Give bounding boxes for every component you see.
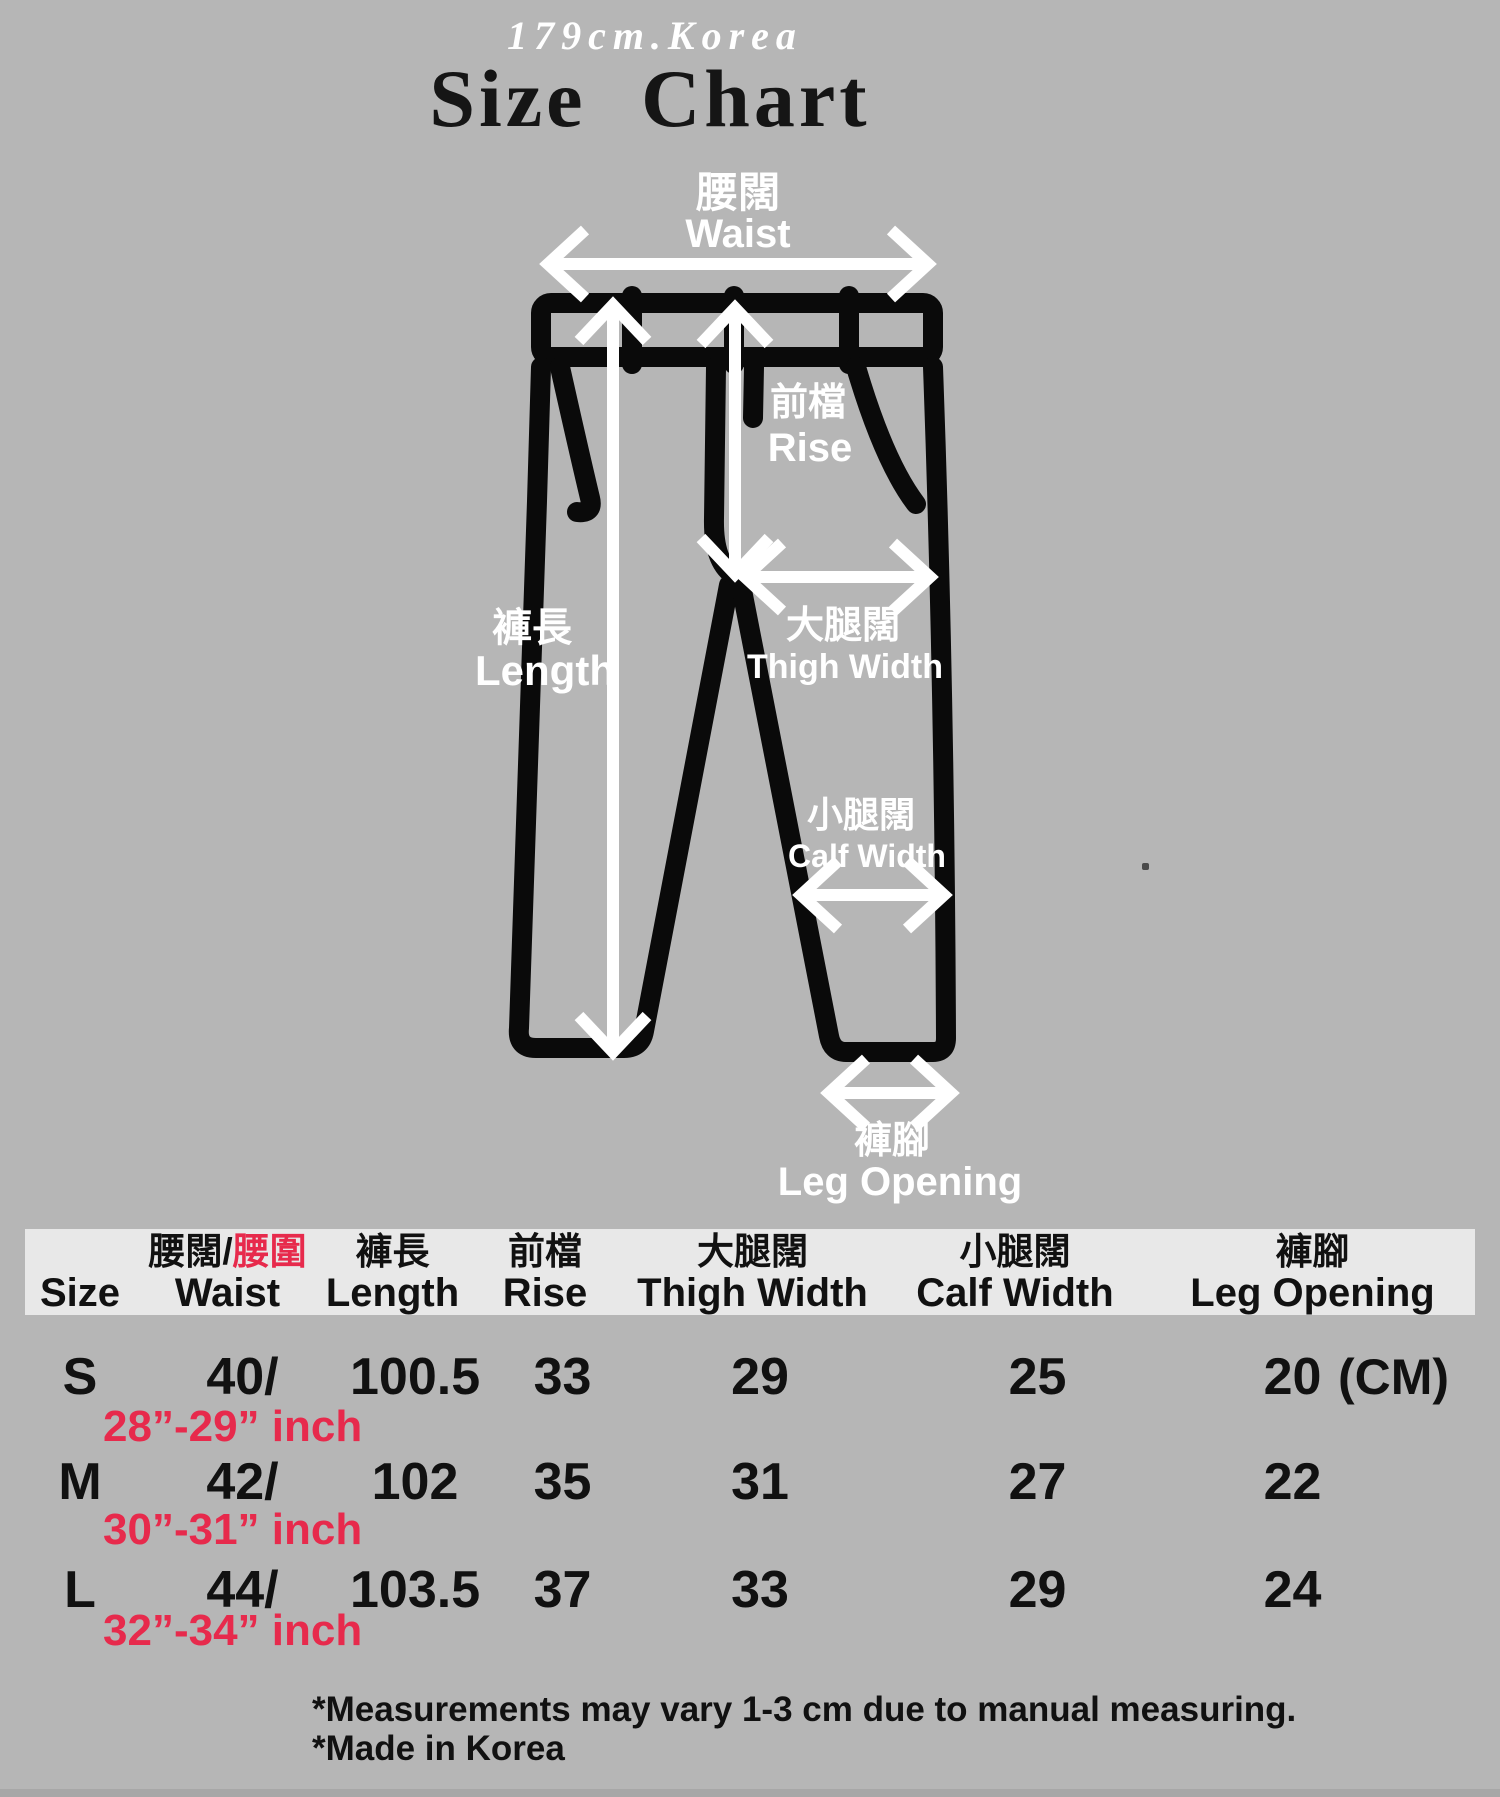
calf-width-arrow [792,856,953,934]
col-header-thigh: 大腿闊 Thigh Width [637,1230,868,1315]
length-value: 102 [371,1453,459,1511]
col-header-rise: 前檔 Rise [502,1230,588,1315]
thigh-width-arrow [736,538,939,616]
footnote-origin: *Made in Korea [312,1729,565,1768]
footnotes: *Measurements may vary 1-3 cm due to man… [312,1690,1296,1768]
calf-value: 27 [1008,1453,1067,1511]
size-value: L [64,1561,96,1619]
rise-value: 35 [533,1453,592,1511]
leg-opening-label-zh: 褲腳 [853,1120,931,1162]
rise-value: 33 [533,1348,592,1406]
size-value: M [58,1453,102,1511]
rise-value: 37 [533,1561,592,1619]
size-value: S [62,1348,98,1406]
calf-value: 29 [1008,1561,1067,1619]
waist-alt-zh: 腰圍 [232,1230,307,1272]
table-row-l: L 44/ 103.5 37 33 29 24 [25,1555,1385,1625]
unit-note: (CM) [1338,1349,1450,1405]
thigh-value: 29 [731,1348,789,1406]
table-row-s: S 40/ 100.5 33 29 25 20 [25,1342,1385,1412]
leg-opening-arrow [820,1054,960,1132]
footnote-measurements: *Measurements may vary 1-3 cm due to man… [312,1690,1297,1729]
stray-dot [1142,863,1149,870]
rise-label-en: Rise [767,426,853,470]
leg-opening-value: 24 [1263,1561,1322,1619]
calf-value: 25 [1008,1348,1067,1406]
leg-opening-value: 22 [1263,1453,1322,1511]
page-title: Size Chart [429,53,871,144]
leg-opening-label-en: Leg Opening [777,1160,1023,1204]
waist-value: 42/ [206,1453,279,1511]
col-header-leg-opening: 褲腳 Leg Opening [1190,1230,1435,1315]
calf-label-zh: 小腿闊 [806,794,916,835]
col-header-length: 褲長 Length [325,1230,460,1315]
waist-inch-range-m: 30”-31” inch [103,1505,363,1554]
col-header-size: Size [39,1270,121,1315]
waist-arrow [539,225,937,303]
length-arrow [574,296,652,1061]
table-row-m: M 42/ 102 35 31 27 22 [25,1447,1385,1517]
waist-inch-range-s: 28”-29” inch [103,1402,363,1451]
length-value: 100.5 [350,1348,481,1406]
bottom-edge-strip [0,1789,1500,1797]
thigh-value: 31 [731,1453,789,1511]
thigh-label-en: Thigh Width [746,648,944,686]
length-value: 103.5 [350,1561,481,1619]
brand-name: 179cm.Korea [507,13,803,58]
size-table-header: Size 腰闊/腰圍 Waist 褲長 Length 前檔 Rise 大腿闊 T… [25,1229,1475,1315]
length-label-zh: 褲長 [492,606,572,650]
rise-arrow [696,299,774,583]
thigh-label-zh: 大腿闊 [785,605,901,647]
waist-value: 44/ [206,1561,279,1619]
thigh-value: 33 [731,1561,789,1619]
length-label-en: Length [475,647,615,694]
waist-label-en: Waist [685,212,791,256]
waist-inch-range-l: 32”-34” inch [103,1606,363,1655]
calf-label-en: Calf Width [788,838,946,874]
waist-label-zh: 腰闊 [695,169,781,216]
leg-opening-value: 20 [1263,1348,1322,1406]
col-header-waist: 腰闊/腰圍 Waist [148,1230,307,1315]
rise-label-zh: 前檔 [769,382,847,424]
waist-value: 40/ [206,1348,279,1406]
col-header-calf: 小腿闊 Calf Width [916,1230,1114,1315]
